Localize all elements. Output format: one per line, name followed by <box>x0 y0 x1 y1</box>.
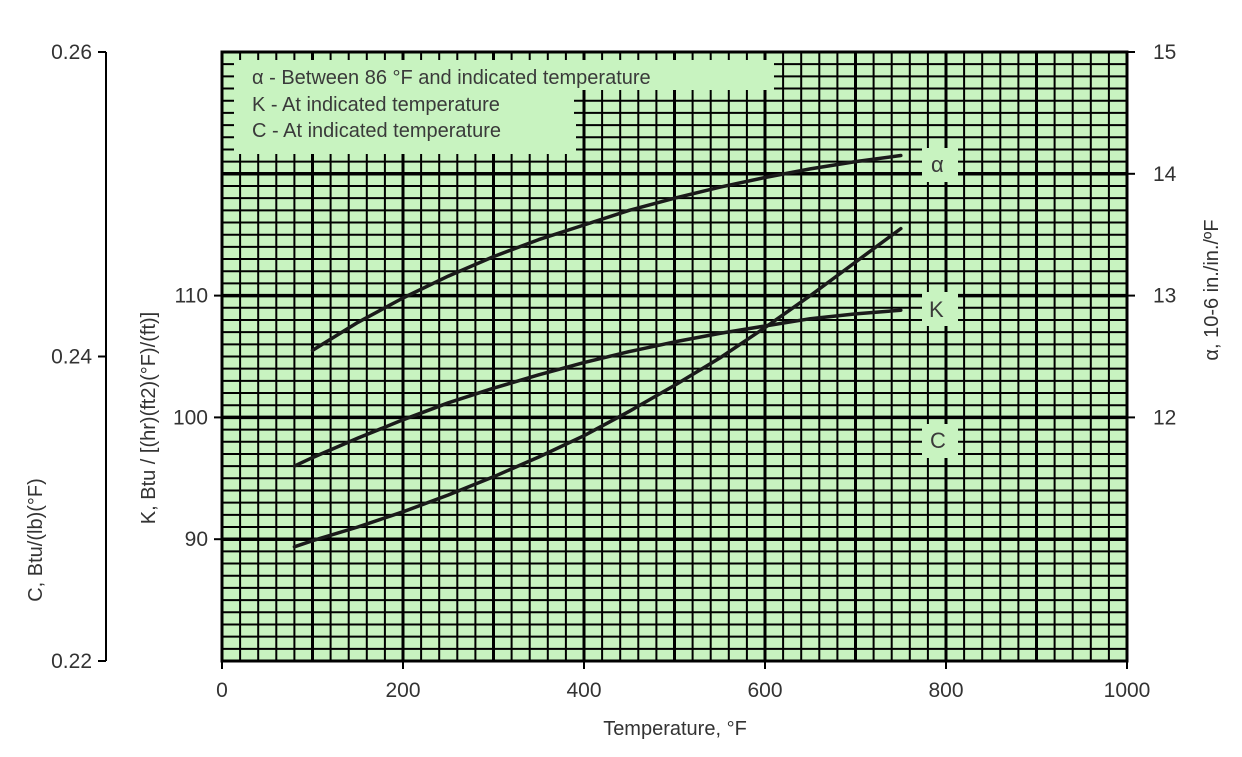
legend-line-c: C - At indicated temperature <box>252 120 501 142</box>
c-axis-tick-label: 0.22 <box>51 650 92 673</box>
legend: α - Between 86 °F and indicated temperat… <box>234 60 774 154</box>
x-tick-label: 800 <box>928 679 963 702</box>
series-line-k <box>292 308 903 468</box>
x-tick-label: 600 <box>747 679 782 702</box>
legend-box-2 <box>234 90 574 116</box>
curve-label-c: C <box>930 428 946 453</box>
legend-line-k: K - At indicated temperature <box>252 94 500 116</box>
plot-frame <box>220 50 1129 663</box>
series-line-alpha <box>310 153 903 353</box>
c-axis-title: C, Btu/(lb)(°F) <box>25 478 47 602</box>
x-tick-label: 0 <box>216 679 228 702</box>
k-axis-tick-label: 100 <box>173 406 208 429</box>
alpha-axis-tick-label: 15 <box>1153 41 1176 64</box>
c-axis-tick-label: 0.24 <box>51 346 92 369</box>
k-axis-title: K, Btu / [(hr)(ft2)(°F)/(ft)] <box>138 312 160 524</box>
k-axis-tick-label: 110 <box>175 285 208 308</box>
curve-labels: α K C <box>922 148 958 458</box>
x-tick-label: 1000 <box>1104 679 1151 702</box>
legend-box-3 <box>234 116 576 154</box>
x-tick-label: 400 <box>566 679 601 702</box>
series-line-c <box>292 226 903 549</box>
alpha-axis-tick-label: 14 <box>1153 163 1177 186</box>
curve-label-k: K <box>929 297 944 322</box>
c-axis-tick-label: 0.26 <box>51 41 92 64</box>
legend-line-alpha: α - Between 86 °F and indicated temperat… <box>252 67 651 89</box>
legend-box-1 <box>234 60 774 90</box>
k-axis-tick-label: 90 <box>185 528 208 551</box>
curve-label-box-alpha <box>922 148 958 182</box>
curve-label-box-k <box>922 292 958 326</box>
x-axis-title: Temperature, °F <box>603 718 747 740</box>
alpha-axis-title: α, 10-6 in./in./ºF <box>1201 219 1223 360</box>
alpha-axis-tick-label: 12 <box>1153 406 1176 429</box>
curve-label-alpha: α <box>931 152 944 177</box>
curve-label-box-c <box>922 424 958 458</box>
alpha-axis-tick-label: 13 <box>1153 285 1176 308</box>
data-curves <box>292 153 903 549</box>
axes: 0 200 400 600 800 1000 90 100 110 0.22 0.24 0.26 12 1… <box>51 41 1177 702</box>
x-tick-label: 200 <box>385 679 420 702</box>
